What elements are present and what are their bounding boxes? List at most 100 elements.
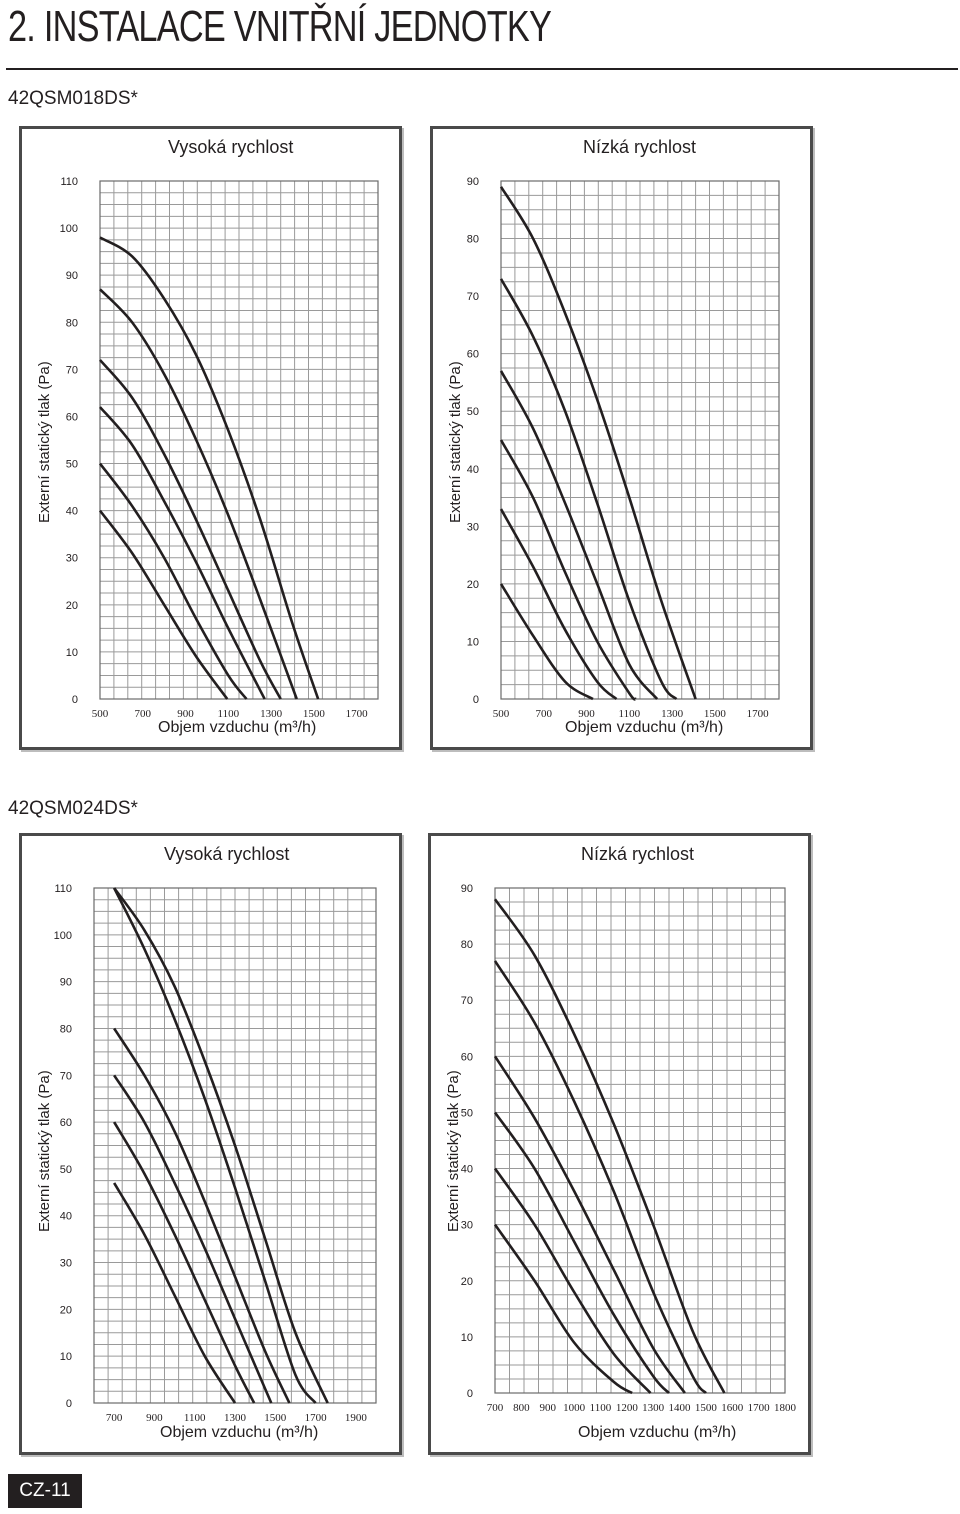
y-tick-label: 10: [461, 1332, 473, 1344]
y-tick-label: 50: [60, 1164, 72, 1176]
y-tick-label: 20: [461, 1276, 473, 1288]
x-tick-label: 1300: [224, 1412, 247, 1424]
chart-svg: 0 10 20 30 40 50 60 70 80 90 700 800 900 1000 1100 1200…: [461, 883, 797, 1414]
y-tick-label: 30: [467, 521, 479, 533]
x-tick-label: 900: [177, 708, 194, 720]
y-tick-label: 70: [66, 364, 78, 376]
y-tick-label: 0: [72, 694, 78, 706]
y-tick-label: 60: [461, 1051, 473, 1063]
grid: [500, 180, 780, 700]
plot-frame: [494, 887, 786, 1394]
model-label-2: 42QSM024DS*: [8, 798, 138, 819]
series-line-6: [493, 1223, 633, 1395]
grid: [93, 887, 377, 1404]
x-tick-label: 700: [106, 1412, 123, 1424]
series-line-2: [99, 288, 298, 700]
chart-panel-018-high: 0 10 20 30 40 50 60 70 80 90 100 110 500 700 900 1100 13…: [19, 126, 402, 750]
series-line-3: [99, 359, 282, 700]
series-line-5: [113, 1121, 256, 1404]
y-tick-label: 10: [60, 1351, 72, 1363]
chart-title: Nízká rychlost: [581, 844, 695, 864]
x-tick-label: 700: [135, 708, 152, 720]
x-tick-label: 1100: [184, 1412, 206, 1424]
chart-svg: 0 10 20 30 40 50 60 70 80 90 100 110 700 900 1100 1300 1…: [54, 883, 377, 1424]
series-line-2: [499, 278, 678, 700]
y-tick-label: 20: [66, 600, 78, 612]
y-tick-label: 100: [60, 223, 78, 235]
x-tick-label: 1700: [346, 708, 369, 720]
plot-frame: [99, 180, 379, 700]
series-line-3: [499, 370, 659, 700]
x-tick-label: 1500: [704, 708, 727, 720]
y-tick-label: 70: [461, 995, 473, 1007]
y-tick-label: 100: [54, 930, 72, 942]
y-tick-label: 20: [467, 579, 479, 591]
y-axis-label: Externí statický tlak (Pa): [36, 361, 53, 523]
chart-panel-018-low: 0 10 20 30 40 50 60 70 80 90 500 700 900 1100 1300 1500…: [430, 126, 813, 750]
x-tick-label: 1100: [590, 1402, 612, 1414]
series-line-3: [493, 1055, 686, 1394]
x-tick-label: 1700: [747, 708, 770, 720]
chart-svg: 0 10 20 30 40 50 60 70 80 90 500 700 900 1100 1300 1500…: [467, 176, 780, 720]
x-tick-label: 800: [513, 1402, 530, 1414]
page-number: CZ-11: [8, 1474, 82, 1508]
y-tick-label: 40: [467, 464, 479, 476]
y-tick-label: 30: [60, 1258, 72, 1270]
y-tick-label: 30: [461, 1220, 473, 1232]
y-tick-label: 10: [66, 647, 78, 659]
model-label-1: 42QSM018DS*: [8, 88, 138, 109]
y-tick-label: 80: [461, 939, 473, 951]
x-tick-label: 900: [146, 1412, 163, 1424]
series-line-2: [493, 960, 707, 1394]
series-line-1: [113, 887, 329, 1404]
x-axis-label: Objem vzduchu (m³/h): [565, 719, 724, 736]
series-line-2: [112, 887, 317, 1404]
y-tick-label: 30: [66, 553, 78, 565]
y-tick-label: 60: [467, 349, 479, 361]
y-tick-label: 90: [60, 977, 72, 989]
y-tick-label: 80: [66, 317, 78, 329]
chart-panel-024-low: 0 10 20 30 40 50 60 70 80 90 700 800 900 1000 1100 1200…: [428, 833, 811, 1455]
y-tick-label: 110: [60, 176, 78, 188]
y-tick-label: 70: [60, 1070, 72, 1082]
x-tick-label: 700: [487, 1402, 504, 1414]
x-tick-label: 1300: [661, 708, 684, 720]
x-tick-label: 1300: [260, 708, 283, 720]
y-tick-label: 0: [66, 1398, 72, 1410]
x-tick-label: 1800: [774, 1402, 797, 1414]
x-tick-label: 500: [493, 708, 510, 720]
series-line-4: [99, 406, 266, 700]
y-tick-label: 110: [54, 883, 72, 895]
series-line-6: [98, 509, 229, 700]
y-tick-label: 80: [60, 1023, 72, 1035]
x-tick-label: 1100: [619, 708, 641, 720]
y-tick-label: 40: [66, 506, 78, 518]
grid: [99, 180, 379, 700]
x-tick-label: 1200: [616, 1402, 639, 1414]
x-tick-label: 1500: [264, 1412, 287, 1424]
series-line-5: [493, 1167, 652, 1394]
series-line-1: [499, 186, 697, 700]
y-tick-label: 80: [467, 234, 479, 246]
y-tick-label: 50: [467, 406, 479, 418]
x-axis-label: Objem vzduchu (m³/h): [578, 1424, 737, 1441]
x-axis-label: Objem vzduchu (m³/h): [158, 719, 317, 736]
x-tick-label: 1300: [642, 1402, 665, 1414]
y-axis-label: Externí statický tlak (Pa): [36, 1070, 53, 1232]
series-line-6: [499, 583, 594, 701]
y-tick-label: 90: [66, 270, 78, 282]
y-tick-label: 40: [60, 1211, 72, 1223]
chart-panel-024-high: 0 10 20 30 40 50 60 70 80 90 100 110 700 900 1100 1300 1…: [19, 833, 402, 1455]
y-tick-label: 50: [66, 459, 78, 471]
series-line-5: [499, 508, 618, 701]
x-tick-label: 1500: [695, 1402, 718, 1414]
series-line-1: [99, 236, 320, 700]
x-tick-label: 1700: [748, 1402, 771, 1414]
y-tick-label: 90: [461, 883, 473, 895]
y-tick-label: 70: [467, 291, 479, 303]
series-line-1: [493, 898, 726, 1394]
series-line-6: [113, 1182, 237, 1404]
x-tick-label: 700: [536, 708, 553, 720]
series-line-5: [98, 462, 248, 700]
series-line-3: [113, 1027, 291, 1404]
